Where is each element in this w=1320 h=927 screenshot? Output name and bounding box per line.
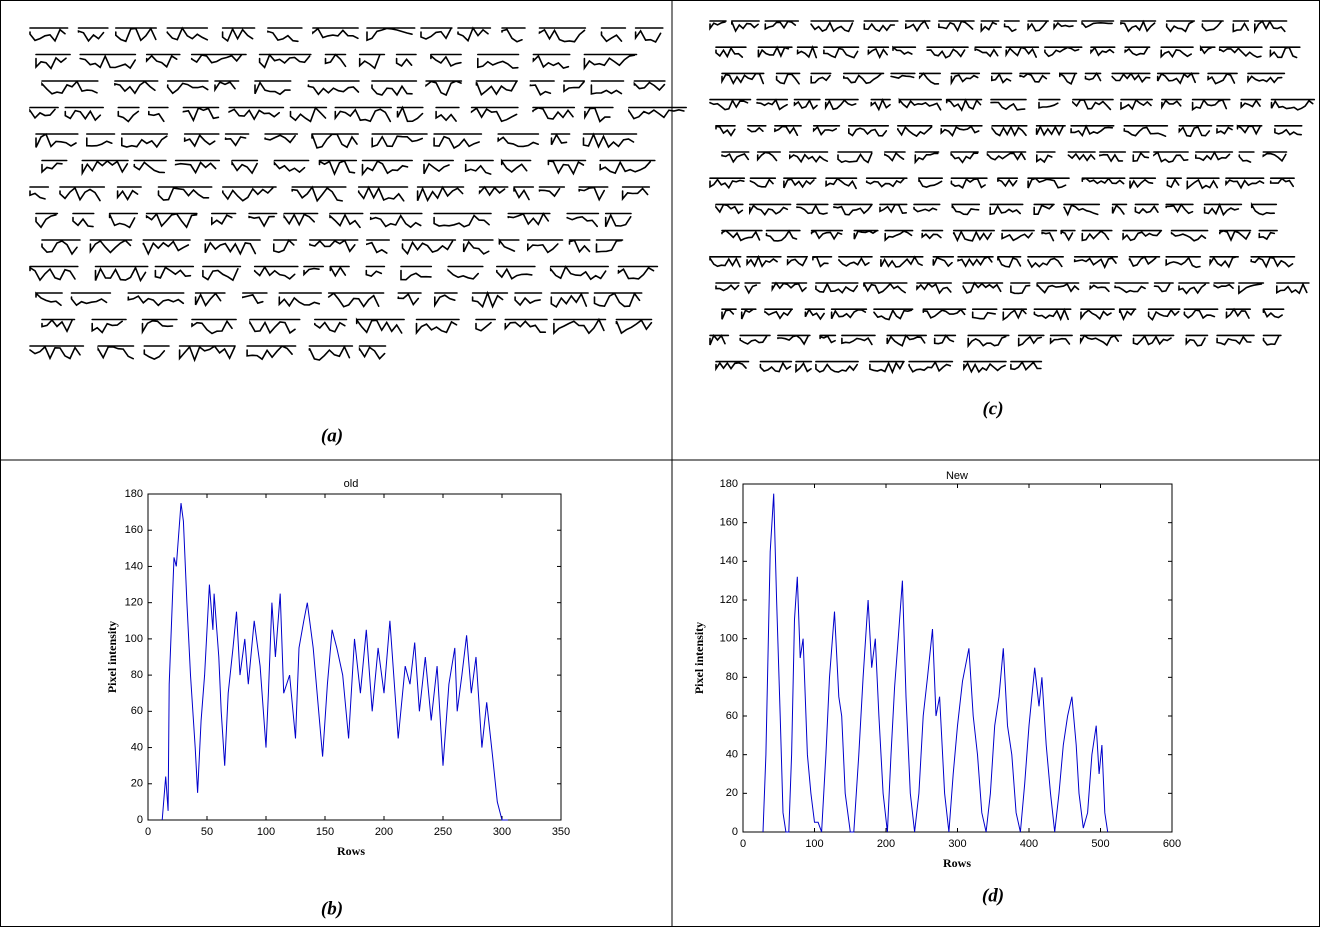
x-tick-label: 500 bbox=[1091, 838, 1109, 850]
y-tick-label: 40 bbox=[131, 741, 143, 753]
handwriting-line bbox=[716, 283, 1309, 293]
x-tick-label: 100 bbox=[257, 826, 275, 838]
handwriting-line bbox=[722, 73, 1284, 84]
y-tick-label: 160 bbox=[125, 524, 143, 536]
y-tick-label: 100 bbox=[125, 633, 143, 645]
chart: 0 50 100 150 200 250 300 350 0 20 40 60 80 100 120 140 1… bbox=[105, 478, 570, 858]
handwriting-line bbox=[36, 55, 637, 69]
y-axis-label: Pixel intensity bbox=[692, 622, 706, 694]
chart-title: old bbox=[344, 478, 359, 490]
y-tick-label: 140 bbox=[125, 560, 143, 572]
y-tick-label: 80 bbox=[131, 669, 143, 681]
panel-label: (c) bbox=[982, 398, 1003, 419]
panel-label: (b) bbox=[321, 898, 343, 919]
handwriting-line bbox=[36, 214, 631, 228]
panel-label: (d) bbox=[982, 885, 1004, 906]
handwriting-line bbox=[722, 152, 1287, 162]
y-tick-label: 180 bbox=[720, 478, 738, 490]
y-tick-label: 100 bbox=[720, 633, 738, 645]
y-tick-label: 120 bbox=[125, 597, 143, 609]
x-tick-label: 200 bbox=[375, 826, 393, 838]
x-tick-label: 0 bbox=[145, 826, 151, 838]
panel-label: (a) bbox=[321, 425, 343, 446]
y-axis-label: Pixel intensity bbox=[105, 621, 119, 693]
handwriting-line bbox=[30, 267, 657, 281]
handwriting-image bbox=[30, 28, 686, 360]
handwriting-line bbox=[710, 100, 1314, 111]
x-tick-label: 150 bbox=[316, 826, 334, 838]
x-axis-label: Rows bbox=[943, 856, 971, 870]
x-tick-label: 100 bbox=[805, 838, 823, 850]
handwriting-line bbox=[710, 257, 1295, 268]
handwriting-line bbox=[30, 187, 649, 201]
x-axis-label: Rows bbox=[337, 844, 365, 858]
x-tick-label: 300 bbox=[493, 826, 511, 838]
handwriting-line bbox=[42, 81, 665, 95]
plot-frame bbox=[743, 484, 1172, 832]
x-tick-label: 50 bbox=[201, 826, 213, 838]
handwriting-line bbox=[30, 28, 663, 42]
figure: (a) (b) (c) (d) 050100150200250300350020… bbox=[0, 0, 1320, 927]
handwriting-line bbox=[36, 134, 637, 148]
x-tick-label: 600 bbox=[1163, 838, 1181, 850]
y-tick-label: 20 bbox=[131, 778, 143, 790]
x-tick-label: 200 bbox=[877, 838, 895, 850]
y-tick-label: 40 bbox=[726, 749, 738, 761]
chart: 0 100 200 300 400 500 600 0 20 40 60 80 100 120 140 160… bbox=[692, 470, 1181, 870]
y-tick-label: 60 bbox=[131, 705, 143, 717]
handwriting-line bbox=[716, 47, 1300, 58]
handwriting-line bbox=[722, 231, 1277, 241]
handwriting-line bbox=[716, 126, 1302, 136]
x-tick-label: 350 bbox=[552, 826, 570, 838]
handwriting-line bbox=[42, 320, 652, 334]
handwriting-line bbox=[716, 362, 1041, 373]
y-tick-label: 140 bbox=[720, 555, 738, 567]
y-tick-label: 80 bbox=[726, 671, 738, 683]
handwriting-line bbox=[42, 240, 623, 254]
handwriting-image bbox=[710, 21, 1314, 372]
chart-title: New bbox=[946, 470, 968, 482]
plot-frame bbox=[148, 494, 561, 820]
y-tick-label: 60 bbox=[726, 710, 738, 722]
x-tick-label: 0 bbox=[740, 838, 746, 850]
handwriting-line bbox=[30, 108, 686, 122]
handwriting-line bbox=[710, 178, 1294, 188]
handwriting-line bbox=[36, 293, 642, 307]
handwriting-line bbox=[716, 204, 1276, 214]
handwriting-line bbox=[722, 309, 1284, 320]
handwriting-line bbox=[710, 335, 1281, 345]
y-tick-label: 120 bbox=[720, 594, 738, 606]
y-tick-label: 160 bbox=[720, 517, 738, 529]
handwriting-line bbox=[30, 346, 386, 360]
y-tick-label: 20 bbox=[726, 787, 738, 799]
x-tick-label: 300 bbox=[948, 838, 966, 850]
x-tick-label: 400 bbox=[1020, 838, 1038, 850]
y-tick-label: 0 bbox=[137, 814, 143, 826]
x-tick-label: 250 bbox=[434, 826, 452, 838]
handwriting-line bbox=[710, 21, 1287, 32]
y-tick-label: 180 bbox=[125, 488, 143, 500]
handwriting-line bbox=[42, 161, 655, 175]
y-tick-label: 0 bbox=[732, 826, 738, 838]
